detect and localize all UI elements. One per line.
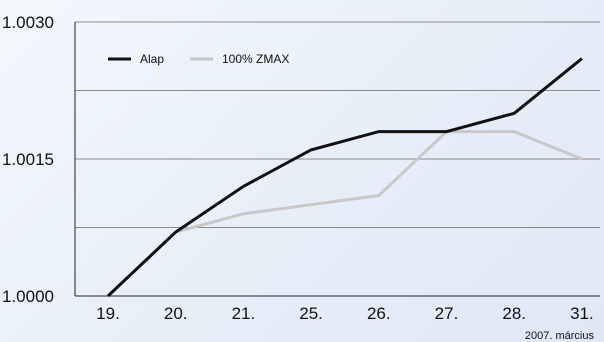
- series-lines: [106, 57, 583, 298]
- series-line-1: [106, 130, 583, 298]
- axis-note: 2007. március: [525, 330, 595, 342]
- x-tick-label-1: 20.: [164, 304, 188, 323]
- y-tick-labels: 1.0000 1.0015 1.0030: [2, 13, 54, 306]
- x-tick-label-6: 28.: [502, 304, 526, 323]
- y-tick-label-1: 1.0015: [2, 150, 54, 169]
- legend-label-1: 100% ZMAX: [222, 52, 289, 66]
- y-tick-label-2: 1.0030: [2, 13, 54, 32]
- x-tick-label-5: 27.: [435, 304, 459, 323]
- x-tick-labels: 19. 20. 21. 25. 26. 27. 28. 31.: [96, 304, 594, 323]
- legend: Alap 100% ZMAX: [108, 52, 289, 66]
- x-tick-label-0: 19.: [96, 304, 120, 323]
- y-tick-label-0: 1.0000: [2, 287, 54, 306]
- gridlines: [75, 21, 600, 228]
- x-tick-label-7: 31.: [570, 304, 594, 323]
- x-tick-label-2: 21.: [232, 304, 256, 323]
- legend-label-0: Alap: [140, 52, 164, 66]
- x-tick-label-4: 26.: [367, 304, 391, 323]
- series-line-0: [106, 57, 583, 298]
- x-tick-label-3: 25.: [299, 304, 323, 323]
